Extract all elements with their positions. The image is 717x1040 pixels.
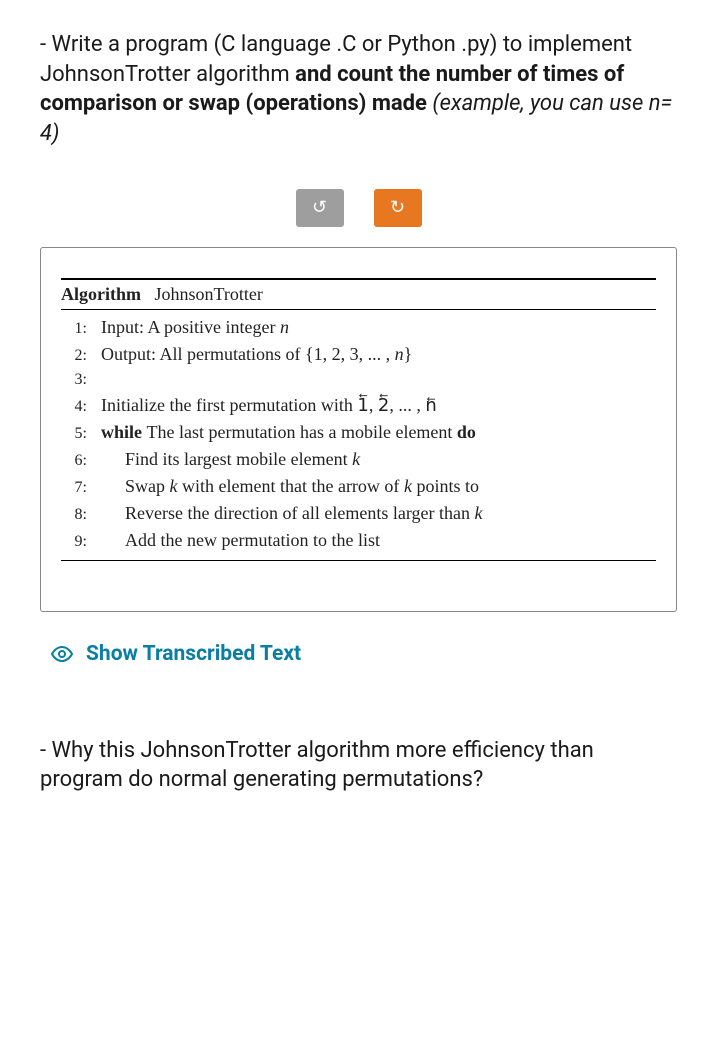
algo-line: 4: Initialize the first permutation with … bbox=[61, 392, 656, 419]
algorithm-box: Algorithm JohnsonTrotter 1: Input: A posi… bbox=[40, 247, 677, 612]
undo-button[interactable]: ↺ bbox=[296, 189, 344, 227]
button-row: ↺ ↻ bbox=[40, 189, 677, 227]
show-transcribed-link[interactable]: Show Transcribed Text bbox=[50, 642, 677, 666]
line-content: Reverse the direction of all elements la… bbox=[101, 503, 483, 524]
algo-line: 9: Add the new permutation to the list bbox=[61, 527, 656, 554]
line-content: Input: A positive integer n bbox=[101, 317, 289, 338]
line-number: 5: bbox=[61, 425, 87, 443]
line-content: Find its largest mobile element k bbox=[101, 449, 360, 470]
line-content: Initialize the first permutation with 1⃖… bbox=[101, 395, 437, 416]
redo-icon: ↻ bbox=[390, 197, 405, 218]
algo-header-name: JohnsonTrotter bbox=[155, 284, 263, 304]
line-number: 6: bbox=[61, 452, 87, 470]
line-number: 8: bbox=[61, 506, 87, 524]
question-1: - Write a program (C language .C or Pyth… bbox=[40, 30, 677, 149]
line-content: while The last permutation has a mobile … bbox=[101, 422, 476, 443]
undo-icon: ↺ bbox=[312, 197, 327, 218]
algo-line: 2: Output: All permutations of {1, 2, 3, … bbox=[61, 341, 656, 368]
question-2: - Why this JohnsonTrotter algorithm more… bbox=[40, 736, 677, 795]
line-number: 3: bbox=[61, 371, 87, 389]
line-number: 9: bbox=[61, 533, 87, 551]
algo-line: 8: Reverse the direction of all elements … bbox=[61, 500, 656, 527]
line-content: Output: All permutations of {1, 2, 3, ..… bbox=[101, 344, 412, 365]
algo-line: 3: bbox=[61, 368, 656, 392]
show-transcribed-label: Show Transcribed Text bbox=[86, 642, 301, 666]
algo-line: 5: while The last permutation has a mobil… bbox=[61, 419, 656, 446]
algo-header-label: Algorithm bbox=[61, 284, 141, 304]
line-content: Swap k with element that the arrow of k … bbox=[101, 476, 479, 497]
redo-button[interactable]: ↻ bbox=[374, 189, 422, 227]
algorithm-header: Algorithm JohnsonTrotter bbox=[61, 278, 656, 310]
line-number: 2: bbox=[61, 347, 87, 365]
algo-line: 1: Input: A positive integer n bbox=[61, 314, 656, 341]
line-number: 4: bbox=[61, 398, 87, 416]
algo-line: 6: Find its largest mobile element k bbox=[61, 446, 656, 473]
eye-icon bbox=[50, 642, 74, 666]
algorithm-body: 1: Input: A positive integer n 2: Output: A… bbox=[61, 314, 656, 561]
line-number: 1: bbox=[61, 320, 87, 338]
line-number: 7: bbox=[61, 479, 87, 497]
algorithm-inner: Algorithm JohnsonTrotter 1: Input: A posi… bbox=[61, 278, 656, 561]
line-content: Add the new permutation to the list bbox=[101, 530, 380, 551]
algo-line: 7: Swap k with element that the arrow of … bbox=[61, 473, 656, 500]
